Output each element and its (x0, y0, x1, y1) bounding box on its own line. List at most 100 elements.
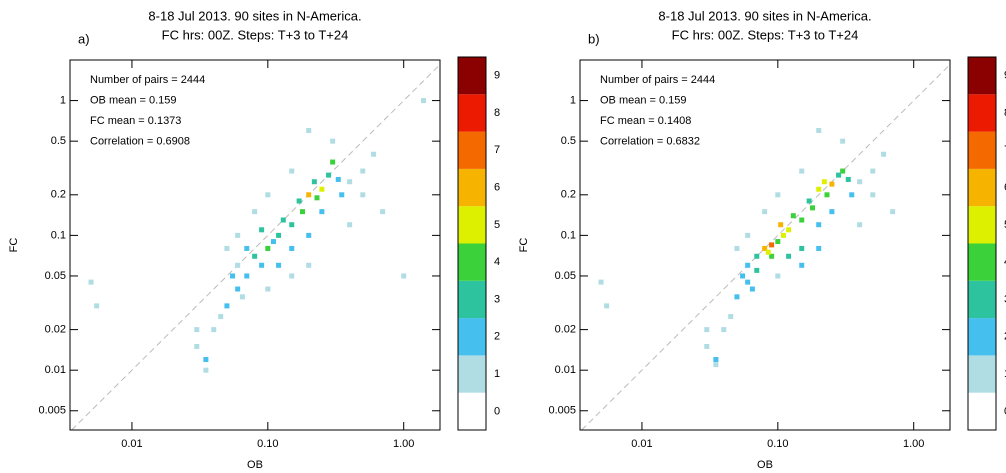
density-cell (244, 273, 250, 279)
density-cell (280, 217, 286, 223)
colorbar-label: 4 (494, 256, 500, 268)
y-tick-label: 0.1 (51, 229, 66, 241)
density-cell (604, 303, 610, 309)
density-cell (235, 286, 241, 292)
colorbar-label: 7 (494, 144, 500, 156)
density-cell (704, 343, 710, 349)
annotation: OB mean = 0.159 (600, 94, 687, 106)
density-cell (239, 294, 245, 300)
y-tick-label: 0.5 (51, 135, 66, 147)
density-cell (754, 267, 760, 273)
density-cell (259, 227, 265, 233)
density-cell (816, 222, 822, 228)
colorbar-label: 6 (1004, 181, 1006, 193)
colorbar-label: 9 (1004, 70, 1006, 82)
density-cell (840, 168, 846, 174)
colorbar-label: 0 (494, 405, 500, 417)
density-cell (598, 279, 604, 285)
density-cell (265, 245, 271, 251)
colorbar-label: 2 (1004, 331, 1006, 343)
x-tick-label: 0.10 (767, 438, 788, 450)
density-cell (745, 232, 751, 238)
density-cell (849, 192, 855, 198)
density-cell (252, 209, 258, 215)
density-cell (762, 209, 768, 215)
density-cell (799, 217, 805, 223)
colorbar-label: 0 (1004, 405, 1006, 417)
colorbar-label: 6 (494, 181, 500, 193)
annotation: FC mean = 0.1373 (90, 115, 181, 127)
density-cell (769, 253, 775, 259)
density-cell (296, 198, 302, 204)
density-cell (235, 232, 241, 238)
density-cell (347, 222, 353, 228)
density-cell (270, 239, 276, 245)
density-cell (319, 186, 325, 192)
plot-frame (69, 59, 441, 431)
colorbar-swatch (458, 57, 486, 95)
y-tick-label: 0.01 (45, 364, 66, 376)
y-tick-label: 0.005 (548, 405, 576, 417)
density-cell (330, 138, 336, 144)
plot-frame (579, 59, 951, 431)
colorbar-label: 7 (1004, 144, 1006, 156)
colorbar-swatch (968, 57, 996, 95)
panel: 8-18 Jul 2013. 90 sites in N-America. FC … (8, 8, 500, 470)
y-tick-label: 0.005 (38, 405, 66, 417)
x-tick-label: 0.01 (631, 438, 652, 450)
colorbar-swatch (458, 131, 486, 169)
density-cell (890, 209, 896, 215)
density-cell (881, 151, 887, 157)
density-cell (778, 222, 784, 228)
colorbar-label: 5 (494, 219, 500, 231)
density-cell (745, 279, 751, 285)
colorbar-label: 1 (494, 368, 500, 380)
density-cell (769, 242, 775, 248)
density-cell (821, 179, 827, 185)
title: 8-18 Jul 2013. 90 sites in N-America. (658, 8, 871, 23)
density-cell (799, 168, 805, 174)
colorbar-swatch (458, 355, 486, 393)
colorbar-swatch (458, 243, 486, 281)
x-tick-label: 1.00 (903, 438, 924, 450)
density-cell (870, 168, 876, 174)
colorbar-swatch (968, 392, 996, 430)
density-cell (380, 209, 386, 215)
density-cell (816, 127, 822, 133)
density-cell (88, 279, 94, 285)
y-tick-label: 0.2 (561, 189, 576, 201)
colorbar-label: 5 (1004, 219, 1006, 231)
density-cell (94, 303, 100, 309)
density-cell (775, 273, 781, 279)
density-cell (360, 168, 366, 174)
density-cell (289, 222, 295, 228)
annotation: Number of pairs = 2444 (90, 74, 205, 86)
panel-label: a) (78, 31, 90, 46)
density-cell (319, 209, 325, 215)
annotation: Correlation = 0.6908 (90, 135, 190, 147)
density-cell (203, 367, 209, 373)
colorbar-swatch (968, 94, 996, 132)
density-cell (311, 179, 317, 185)
colorbar-label: 8 (494, 107, 500, 119)
density-cell (224, 245, 230, 251)
density-cell (252, 253, 258, 259)
y-tick-label: 0.02 (555, 324, 576, 336)
annotation: Number of pairs = 2444 (600, 74, 715, 86)
density-cell (326, 172, 332, 178)
subtitle: FC hrs: 00Z. Steps: T+3 to T+24 (162, 27, 349, 42)
density-cell (799, 262, 805, 268)
panel-label: b) (588, 31, 600, 46)
density-cell (728, 314, 734, 320)
colorbar-label: 4 (1004, 256, 1006, 268)
density-cell (259, 262, 265, 268)
colorbar-swatch (968, 280, 996, 319)
density-cell (289, 168, 295, 174)
y-tick-label: 0.2 (51, 189, 66, 201)
annotation: FC mean = 0.1408 (600, 115, 691, 127)
x-tick-label: 0.10 (257, 438, 278, 450)
density-cell (870, 192, 876, 198)
density-cell (421, 98, 427, 104)
colorbar-swatch (458, 392, 486, 430)
colorbar-swatch (968, 131, 996, 169)
